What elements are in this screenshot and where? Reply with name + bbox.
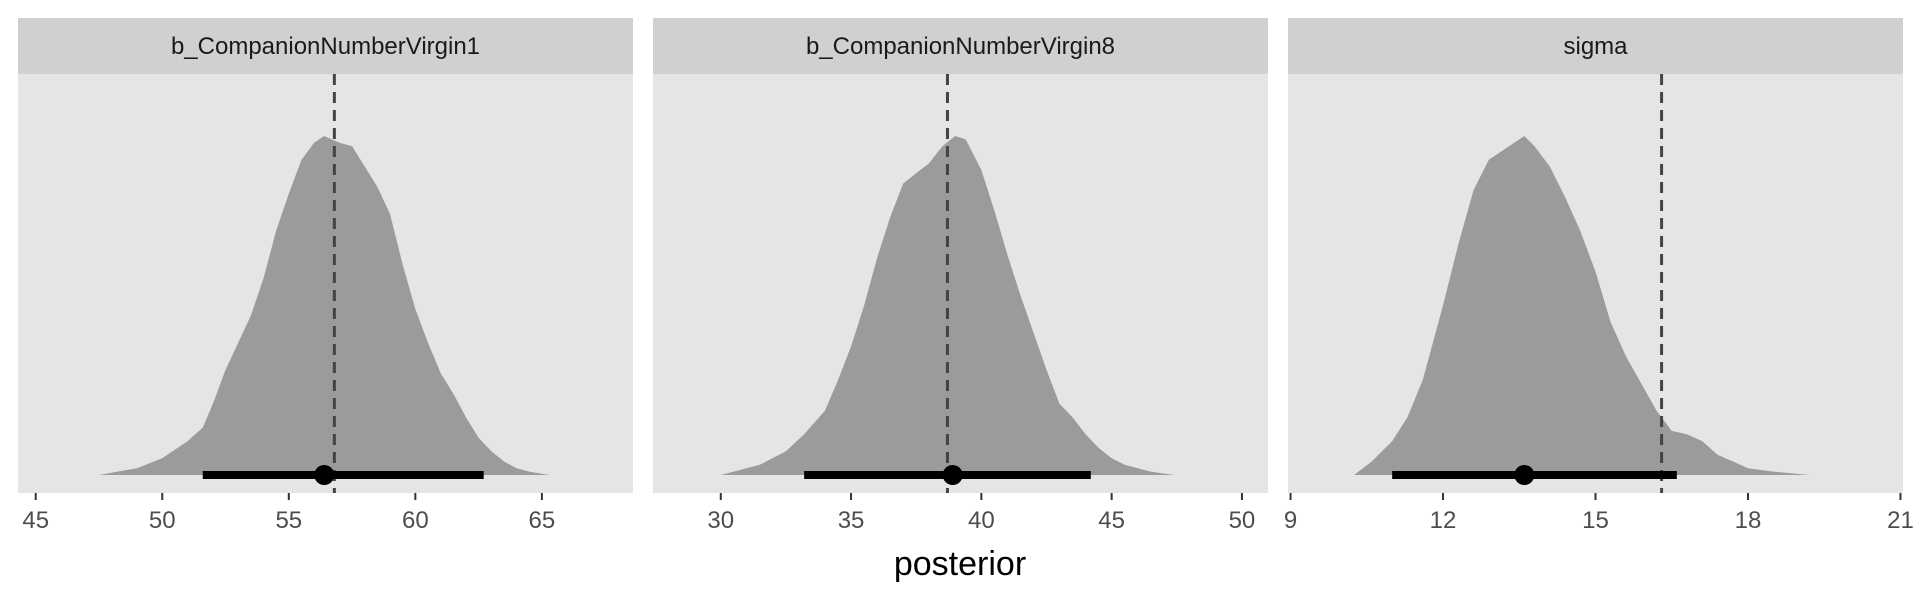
point-estimate [942, 465, 963, 485]
x-tick-label: 45 [1098, 507, 1125, 534]
facet-strip-label: sigma [1563, 33, 1628, 60]
x-tick-label: 60 [402, 507, 429, 534]
facet-strip [653, 18, 1268, 74]
facet-strip-label: b_CompanionNumberVirgin1 [171, 33, 480, 60]
facet-strip-label: b_CompanionNumberVirgin8 [806, 33, 1115, 60]
x-tick-label: 35 [838, 507, 865, 534]
x-axis-title: posterior [894, 545, 1026, 583]
density-area [720, 136, 1175, 475]
density-area [1354, 136, 1809, 475]
facet-panel: sigma 9 12 15 18 21 [1284, 18, 1914, 534]
x-tick-label: 21 [1887, 507, 1914, 534]
facet-strip [18, 18, 633, 74]
x-tick-label: 15 [1582, 507, 1609, 534]
x-tick-label: 50 [1229, 507, 1256, 534]
x-tick-label: 18 [1735, 507, 1762, 534]
x-tick-label: 30 [707, 507, 734, 534]
facet-panel: b_CompanionNumberVirgin8 30 35 40 45 50 [653, 18, 1268, 534]
facet-strip [1288, 18, 1903, 74]
x-tick-label: 40 [968, 507, 995, 534]
x-tick-label: 65 [529, 507, 556, 534]
x-tick-label: 12 [1430, 507, 1457, 534]
x-tick-label: 50 [149, 507, 176, 534]
density-area [99, 136, 550, 475]
x-tick-label: 55 [275, 507, 302, 534]
x-tick-label: 45 [22, 507, 49, 534]
facet-panel: b_CompanionNumberVirgin1 45 50 55 60 65 [18, 18, 633, 534]
x-tick-label: 9 [1284, 507, 1297, 534]
point-estimate [1514, 465, 1535, 485]
point-estimate [314, 465, 335, 485]
